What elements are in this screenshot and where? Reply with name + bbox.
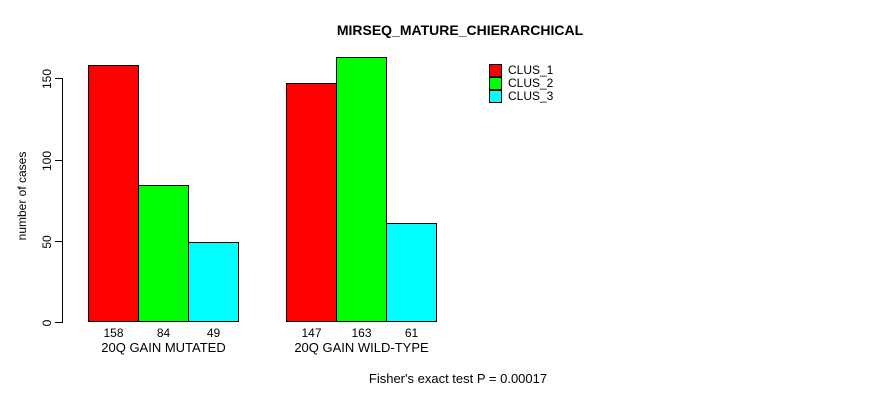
y-tick-label: 150	[40, 68, 54, 90]
bar-value-label: 84	[156, 326, 171, 340]
legend-label: CLUS_3	[508, 89, 554, 103]
bar-value-label: 163	[351, 326, 372, 340]
y-tick-label: 100	[40, 150, 54, 172]
category-label: 20Q GAIN MUTATED	[101, 340, 226, 355]
bar-clus_3-2	[386, 223, 437, 322]
legend-swatch-clus_2	[489, 77, 502, 90]
y-axis-label: number of cases	[15, 151, 29, 241]
legend-label: CLUS_1	[508, 63, 554, 77]
bar-value-label: 147	[301, 326, 322, 340]
y-tick-label: 0	[40, 319, 54, 327]
bar-clus_2-2	[336, 57, 387, 322]
category-label: 20Q GAIN WILD-TYPE	[294, 340, 429, 355]
legend-swatch-clus_1	[489, 64, 502, 77]
y-tick-mark	[55, 78, 62, 79]
y-tick-mark	[55, 160, 62, 161]
fisher-test-annotation: Fisher's exact test P = 0.00017	[368, 371, 548, 386]
chart-title: MIRSEQ_MATURE_CHIERARCHICAL	[336, 22, 584, 38]
legend-row-clus_1: CLUS_1	[489, 64, 553, 77]
bar-clus_1-1	[88, 65, 139, 322]
legend-swatch-clus_3	[489, 90, 502, 103]
legend-row-clus_2: CLUS_2	[489, 77, 553, 90]
y-tick-mark	[55, 322, 62, 323]
y-axis-line	[62, 78, 63, 323]
bar-clus_2-1	[138, 185, 189, 322]
bar-clus_1-2	[286, 83, 337, 322]
legend-label: CLUS_2	[508, 76, 554, 90]
y-tick-label: 50	[40, 235, 54, 249]
bar-clus_3-1	[188, 242, 239, 322]
y-tick-mark	[55, 241, 62, 242]
bar-value-label: 158	[103, 326, 124, 340]
legend-row-clus_3: CLUS_3	[489, 90, 553, 103]
legend: CLUS_1 CLUS_2 CLUS_3	[489, 64, 553, 103]
bar-value-label: 49	[206, 326, 221, 340]
bar-value-label: 61	[404, 326, 419, 340]
